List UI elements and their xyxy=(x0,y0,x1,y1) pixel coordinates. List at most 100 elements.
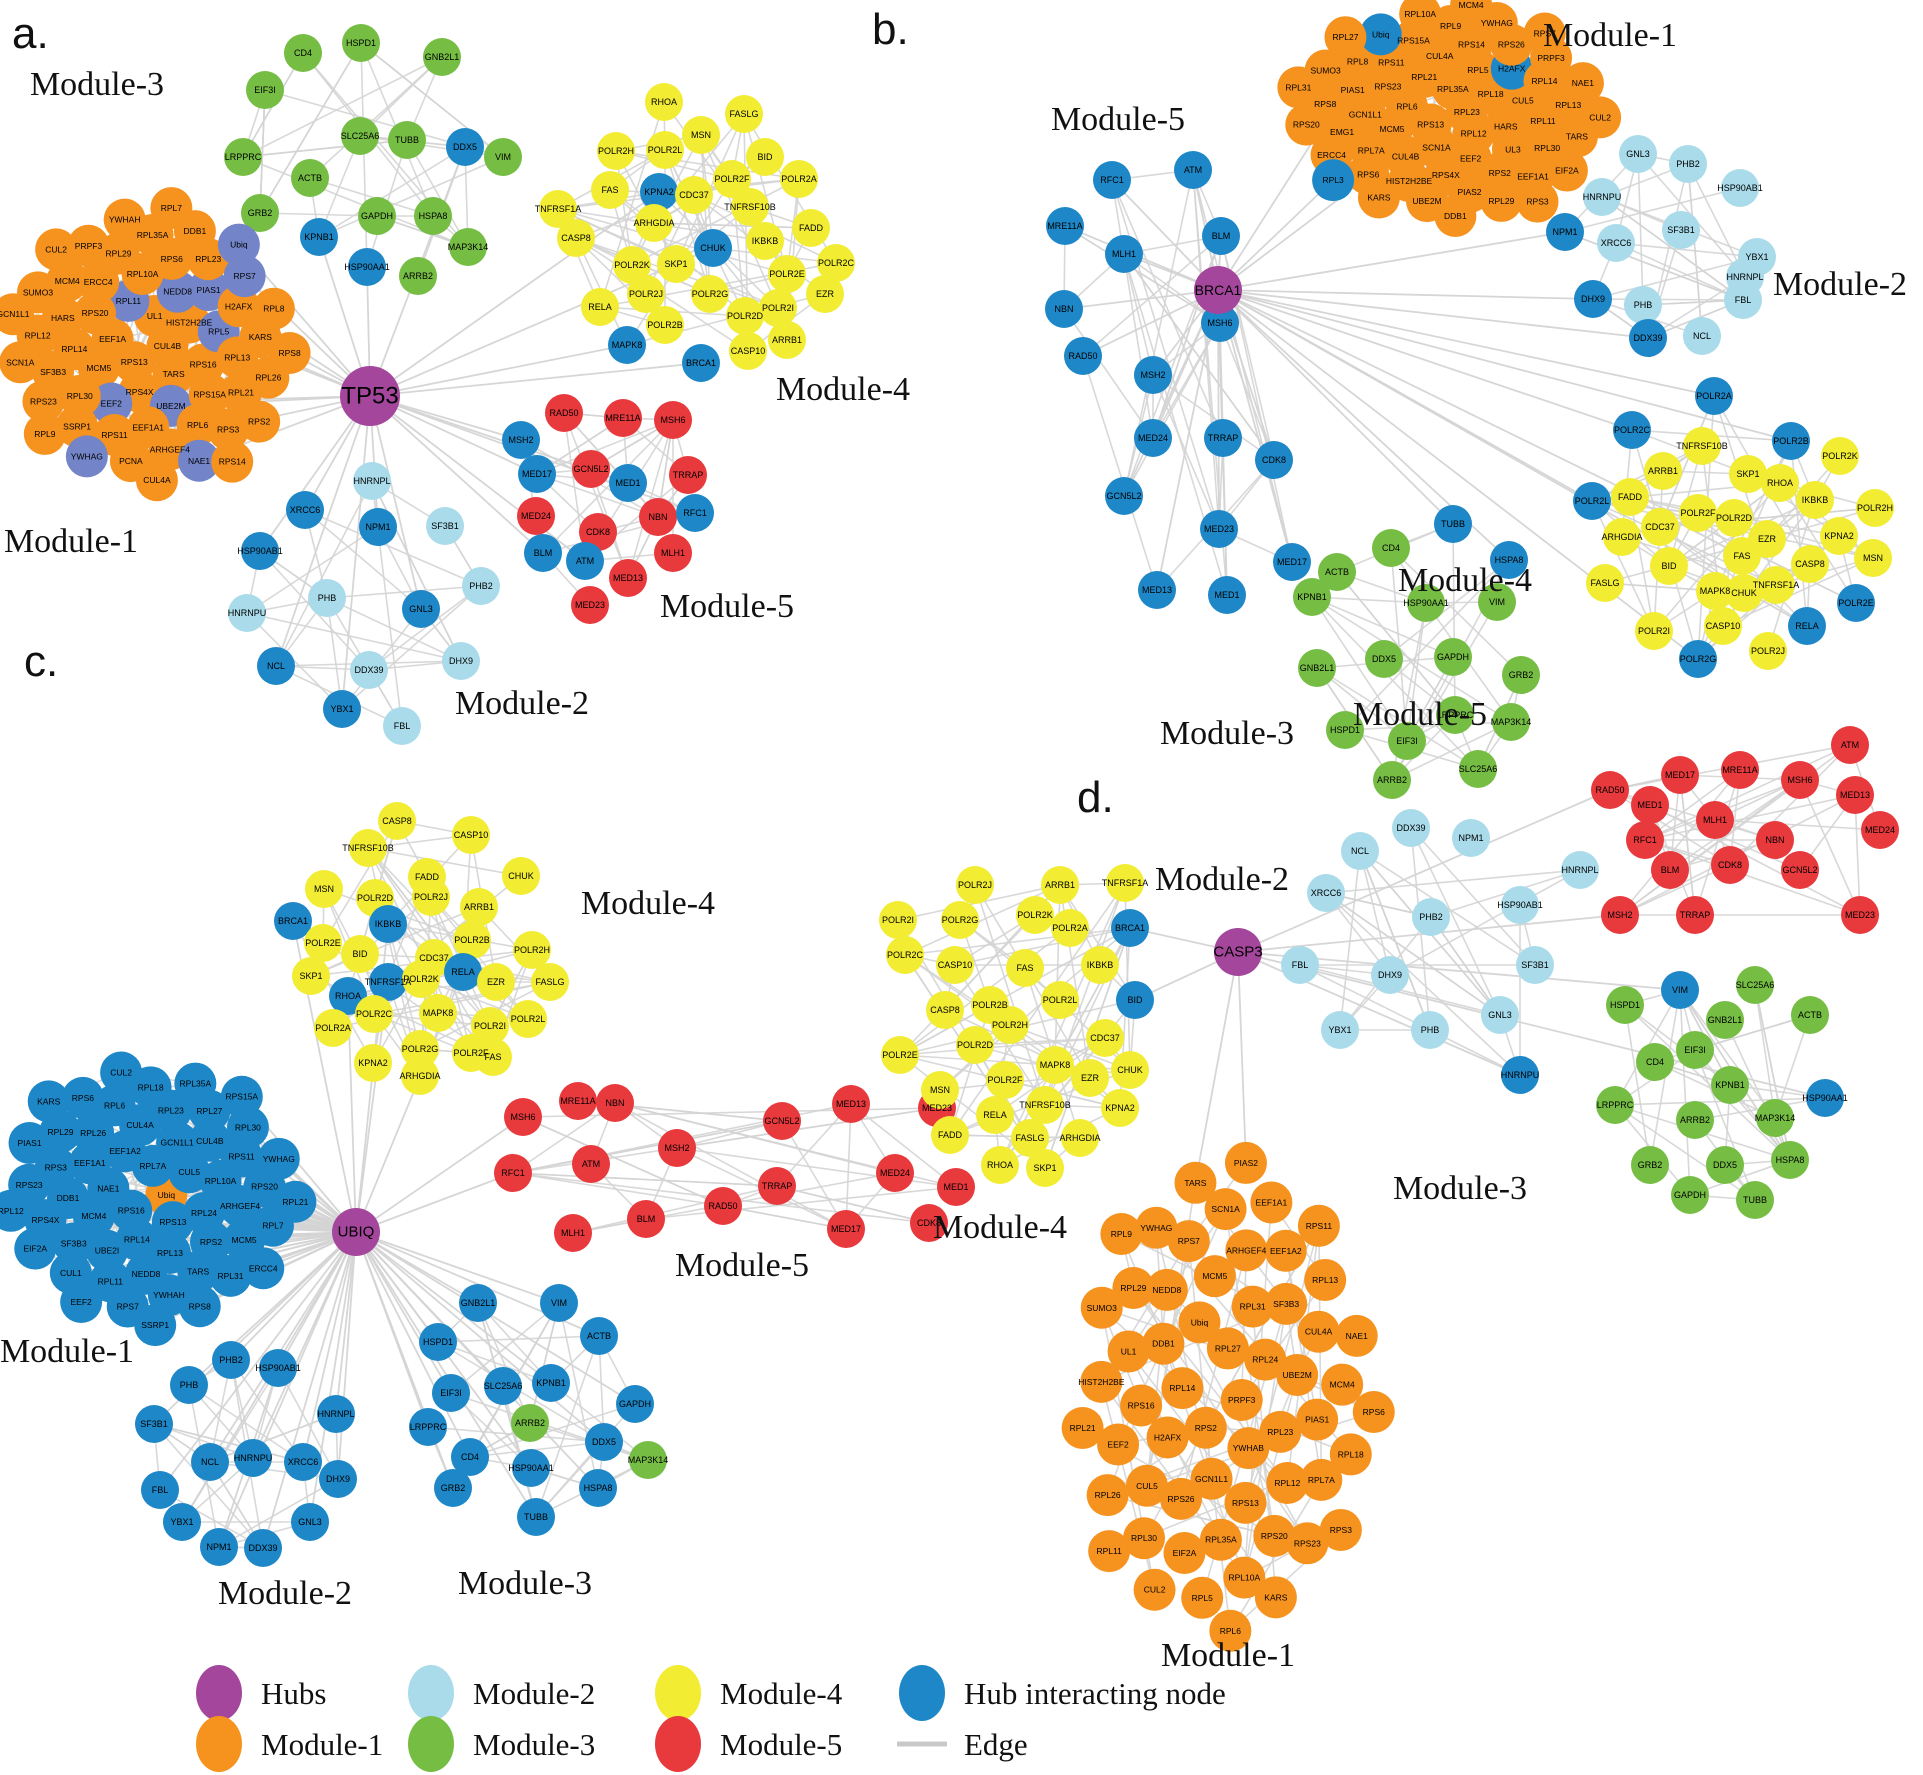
node-GNL3[interactable] xyxy=(402,590,440,628)
node-PHB2[interactable] xyxy=(462,567,500,605)
node-GCN5L2[interactable] xyxy=(763,1102,801,1140)
node-EIF2A[interactable] xyxy=(1545,149,1588,192)
node-POLR2C[interactable] xyxy=(886,936,924,974)
node-SF3B1[interactable] xyxy=(1516,946,1554,984)
node-DDX39[interactable] xyxy=(350,651,388,689)
node-BLM[interactable] xyxy=(524,534,562,572)
node-RAD50[interactable] xyxy=(545,394,583,432)
node-NBN[interactable] xyxy=(1756,821,1794,859)
node-CUL2[interactable] xyxy=(1579,96,1622,139)
node-FBL[interactable] xyxy=(1281,946,1319,984)
node-HNRNPU[interactable] xyxy=(1583,178,1621,216)
node-RELA[interactable] xyxy=(444,953,482,991)
node-MSH2[interactable] xyxy=(1134,356,1172,394)
node-SKP1[interactable] xyxy=(1026,1149,1064,1187)
node-MED13[interactable] xyxy=(609,559,647,597)
node-RHOA[interactable] xyxy=(981,1146,1019,1184)
node-EZR[interactable] xyxy=(477,963,515,1001)
node-MSH6[interactable] xyxy=(504,1098,542,1136)
node-MED17[interactable] xyxy=(827,1210,865,1248)
node-MAPK8[interactable] xyxy=(1696,572,1734,610)
node-POLR2I[interactable] xyxy=(1635,612,1673,650)
node-CASP8[interactable] xyxy=(1791,545,1829,583)
node-RELA[interactable] xyxy=(1788,607,1826,645)
node-POLR2F[interactable] xyxy=(986,1061,1024,1099)
node-RFC1[interactable] xyxy=(1093,161,1131,199)
node-PRPF3[interactable] xyxy=(67,224,110,267)
node-MED17[interactable] xyxy=(1273,543,1311,581)
node-POLR2A[interactable] xyxy=(780,160,818,198)
node-TUBB[interactable] xyxy=(517,1498,555,1536)
node-GRB2[interactable] xyxy=(1631,1146,1669,1184)
node-UBE2I[interactable] xyxy=(85,1229,128,1272)
node-HSPD1[interactable] xyxy=(419,1323,457,1361)
node-GNL3[interactable] xyxy=(1619,135,1657,173)
node-ARHGDIA[interactable] xyxy=(1603,518,1641,556)
node-GAPDH[interactable] xyxy=(1671,1176,1709,1214)
node-ERCC4[interactable] xyxy=(242,1247,285,1290)
hub-node-CASP3[interactable] xyxy=(1214,928,1262,976)
node-RPL9[interactable] xyxy=(23,412,66,455)
node-EIF3I[interactable] xyxy=(1388,722,1426,760)
node-POLR2K[interactable] xyxy=(1016,896,1054,934)
node-KPNB1[interactable] xyxy=(532,1364,570,1402)
node-FADD[interactable] xyxy=(1611,478,1649,516)
node-MSH2[interactable] xyxy=(658,1129,696,1167)
node-POLR2J[interactable] xyxy=(627,275,665,313)
node-RPL12[interactable] xyxy=(0,1189,32,1232)
node-HSP90AB1[interactable] xyxy=(259,1349,297,1387)
node-TNFRSF1A[interactable] xyxy=(539,190,577,228)
node-XRCC6[interactable] xyxy=(1307,874,1345,912)
node-TUBB[interactable] xyxy=(388,121,426,159)
node-RPL27[interactable] xyxy=(1206,1327,1249,1370)
node-POLR2H[interactable] xyxy=(991,1006,1029,1044)
node-SLC25A6[interactable] xyxy=(484,1367,522,1405)
node-FAS[interactable] xyxy=(1723,537,1761,575)
node-POLR2D[interactable] xyxy=(956,1026,994,1064)
node-NAE1[interactable] xyxy=(178,439,221,482)
node-DDX5[interactable] xyxy=(585,1423,623,1461)
node-DDX5[interactable] xyxy=(446,128,484,166)
node-MED13[interactable] xyxy=(832,1085,870,1123)
node-RPL13[interactable] xyxy=(1304,1258,1347,1301)
node-IKBKB[interactable] xyxy=(746,222,784,260)
node-POLR2H[interactable] xyxy=(513,931,551,969)
node-VIM[interactable] xyxy=(540,1284,578,1322)
node-MED13[interactable] xyxy=(1138,571,1176,609)
node-POLR2I[interactable] xyxy=(471,1007,509,1045)
node-PIAS1[interactable] xyxy=(1296,1398,1339,1441)
node-ARRB1[interactable] xyxy=(460,888,498,926)
node-CD4[interactable] xyxy=(1372,529,1410,567)
node-MCM4[interactable] xyxy=(1450,0,1493,27)
node-CHUK[interactable] xyxy=(694,229,732,267)
node-KPNB1[interactable] xyxy=(300,218,338,256)
node-DHX9[interactable] xyxy=(319,1460,357,1498)
node-RPL18[interactable] xyxy=(1329,1433,1372,1476)
node-KPNA2[interactable] xyxy=(1820,517,1858,555)
node-GAPDH[interactable] xyxy=(1434,638,1472,676)
node-FASLG[interactable] xyxy=(531,963,569,1001)
node-PHB[interactable] xyxy=(308,579,346,617)
node-ATM[interactable] xyxy=(572,1145,610,1183)
node-MLH1[interactable] xyxy=(554,1214,592,1252)
node-BRCA1[interactable] xyxy=(682,344,720,382)
node-GRB2[interactable] xyxy=(434,1469,472,1507)
node-DHX9[interactable] xyxy=(1574,280,1612,318)
node-ATM[interactable] xyxy=(566,542,604,580)
node-POLR2G[interactable] xyxy=(401,1030,439,1068)
node-RPL12[interactable] xyxy=(1266,1461,1309,1504)
node-RPS11[interactable] xyxy=(1297,1204,1340,1247)
node-MED23[interactable] xyxy=(1200,510,1238,548)
node-POLR2L[interactable] xyxy=(1573,482,1611,520)
node-NCL[interactable] xyxy=(191,1443,229,1481)
node-CASP8[interactable] xyxy=(926,991,964,1029)
node-ARRB2[interactable] xyxy=(1373,761,1411,799)
node-POLR2L[interactable] xyxy=(646,131,684,169)
node-EZR[interactable] xyxy=(1071,1059,1109,1097)
node-HSP90AA1[interactable] xyxy=(1407,584,1445,622)
node-MED23[interactable] xyxy=(1841,896,1879,934)
hub-node-UBIQ[interactable] xyxy=(332,1208,380,1256)
node-EEF2[interactable] xyxy=(1097,1423,1140,1466)
node-RPL7[interactable] xyxy=(150,187,193,230)
node-MRE11A[interactable] xyxy=(1046,207,1084,245)
